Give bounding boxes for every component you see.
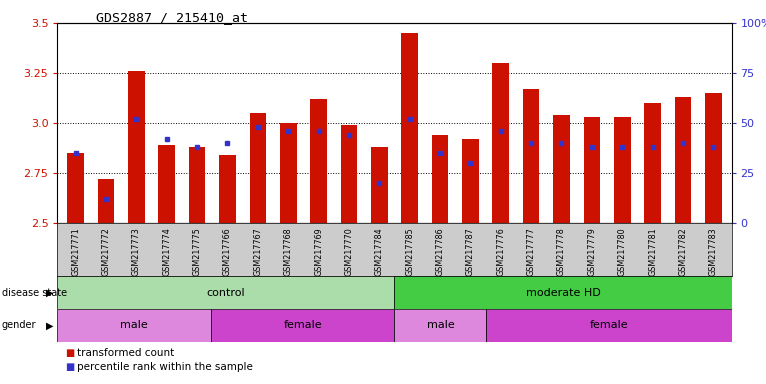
Text: GSM217779: GSM217779 (588, 227, 597, 276)
Text: GSM217781: GSM217781 (648, 227, 657, 276)
Text: ▶: ▶ (46, 288, 54, 298)
Text: GSM217787: GSM217787 (466, 227, 475, 276)
Text: ▶: ▶ (46, 320, 54, 331)
Text: GSM217782: GSM217782 (679, 227, 687, 276)
Bar (493, 63, 509, 223)
Text: GSM217770: GSM217770 (345, 227, 353, 276)
Text: GSM217773: GSM217773 (132, 227, 141, 276)
Text: GSM217776: GSM217776 (496, 227, 506, 276)
Text: GSM217777: GSM217777 (527, 227, 535, 276)
Text: GSM217785: GSM217785 (405, 227, 414, 276)
Text: GSM217784: GSM217784 (375, 227, 384, 276)
Text: ■: ■ (65, 362, 74, 372)
Bar (705, 93, 722, 223)
Text: female: female (590, 320, 628, 331)
Text: GSM217768: GSM217768 (283, 227, 293, 276)
Text: male: male (120, 320, 148, 331)
Bar (211, 309, 394, 342)
Text: GSM217772: GSM217772 (102, 227, 110, 276)
Text: control: control (207, 288, 245, 298)
Bar (644, 103, 661, 223)
Text: ■: ■ (65, 348, 74, 358)
Bar (486, 309, 732, 342)
Text: percentile rank within the sample: percentile rank within the sample (77, 362, 253, 372)
Text: GDS2887 / 215410_at: GDS2887 / 215410_at (96, 12, 247, 25)
Text: GSM217774: GSM217774 (162, 227, 172, 276)
Bar (401, 33, 418, 223)
Text: GSM217769: GSM217769 (314, 227, 323, 276)
Text: GSM217766: GSM217766 (223, 227, 232, 276)
Text: GSM217780: GSM217780 (617, 227, 627, 276)
Bar (250, 113, 267, 223)
Text: transformed count: transformed count (77, 348, 174, 358)
Bar (432, 135, 448, 223)
Text: gender: gender (2, 320, 36, 331)
Bar (67, 153, 84, 223)
Text: male: male (427, 320, 454, 331)
Bar (394, 276, 732, 309)
Bar (394, 309, 486, 342)
Text: GSM217767: GSM217767 (254, 227, 262, 276)
Bar (371, 147, 388, 223)
Bar (584, 117, 601, 223)
Bar (462, 139, 479, 223)
Bar (98, 179, 114, 223)
Text: moderate HD: moderate HD (525, 288, 601, 298)
Bar (522, 89, 539, 223)
Bar (341, 125, 357, 223)
Bar (614, 117, 630, 223)
Bar (280, 123, 296, 223)
Bar (159, 145, 175, 223)
Bar (188, 147, 205, 223)
Text: GSM217775: GSM217775 (192, 227, 201, 276)
Bar (219, 155, 236, 223)
Text: disease state: disease state (2, 288, 67, 298)
Text: female: female (283, 320, 322, 331)
Bar (553, 115, 570, 223)
Text: GSM217783: GSM217783 (709, 227, 718, 276)
Bar (57, 276, 394, 309)
Text: GSM217778: GSM217778 (557, 227, 566, 276)
Bar (675, 97, 691, 223)
Text: GSM217786: GSM217786 (436, 227, 444, 276)
Bar (310, 99, 327, 223)
Bar (128, 71, 145, 223)
Bar (57, 309, 211, 342)
Text: GSM217771: GSM217771 (71, 227, 80, 276)
